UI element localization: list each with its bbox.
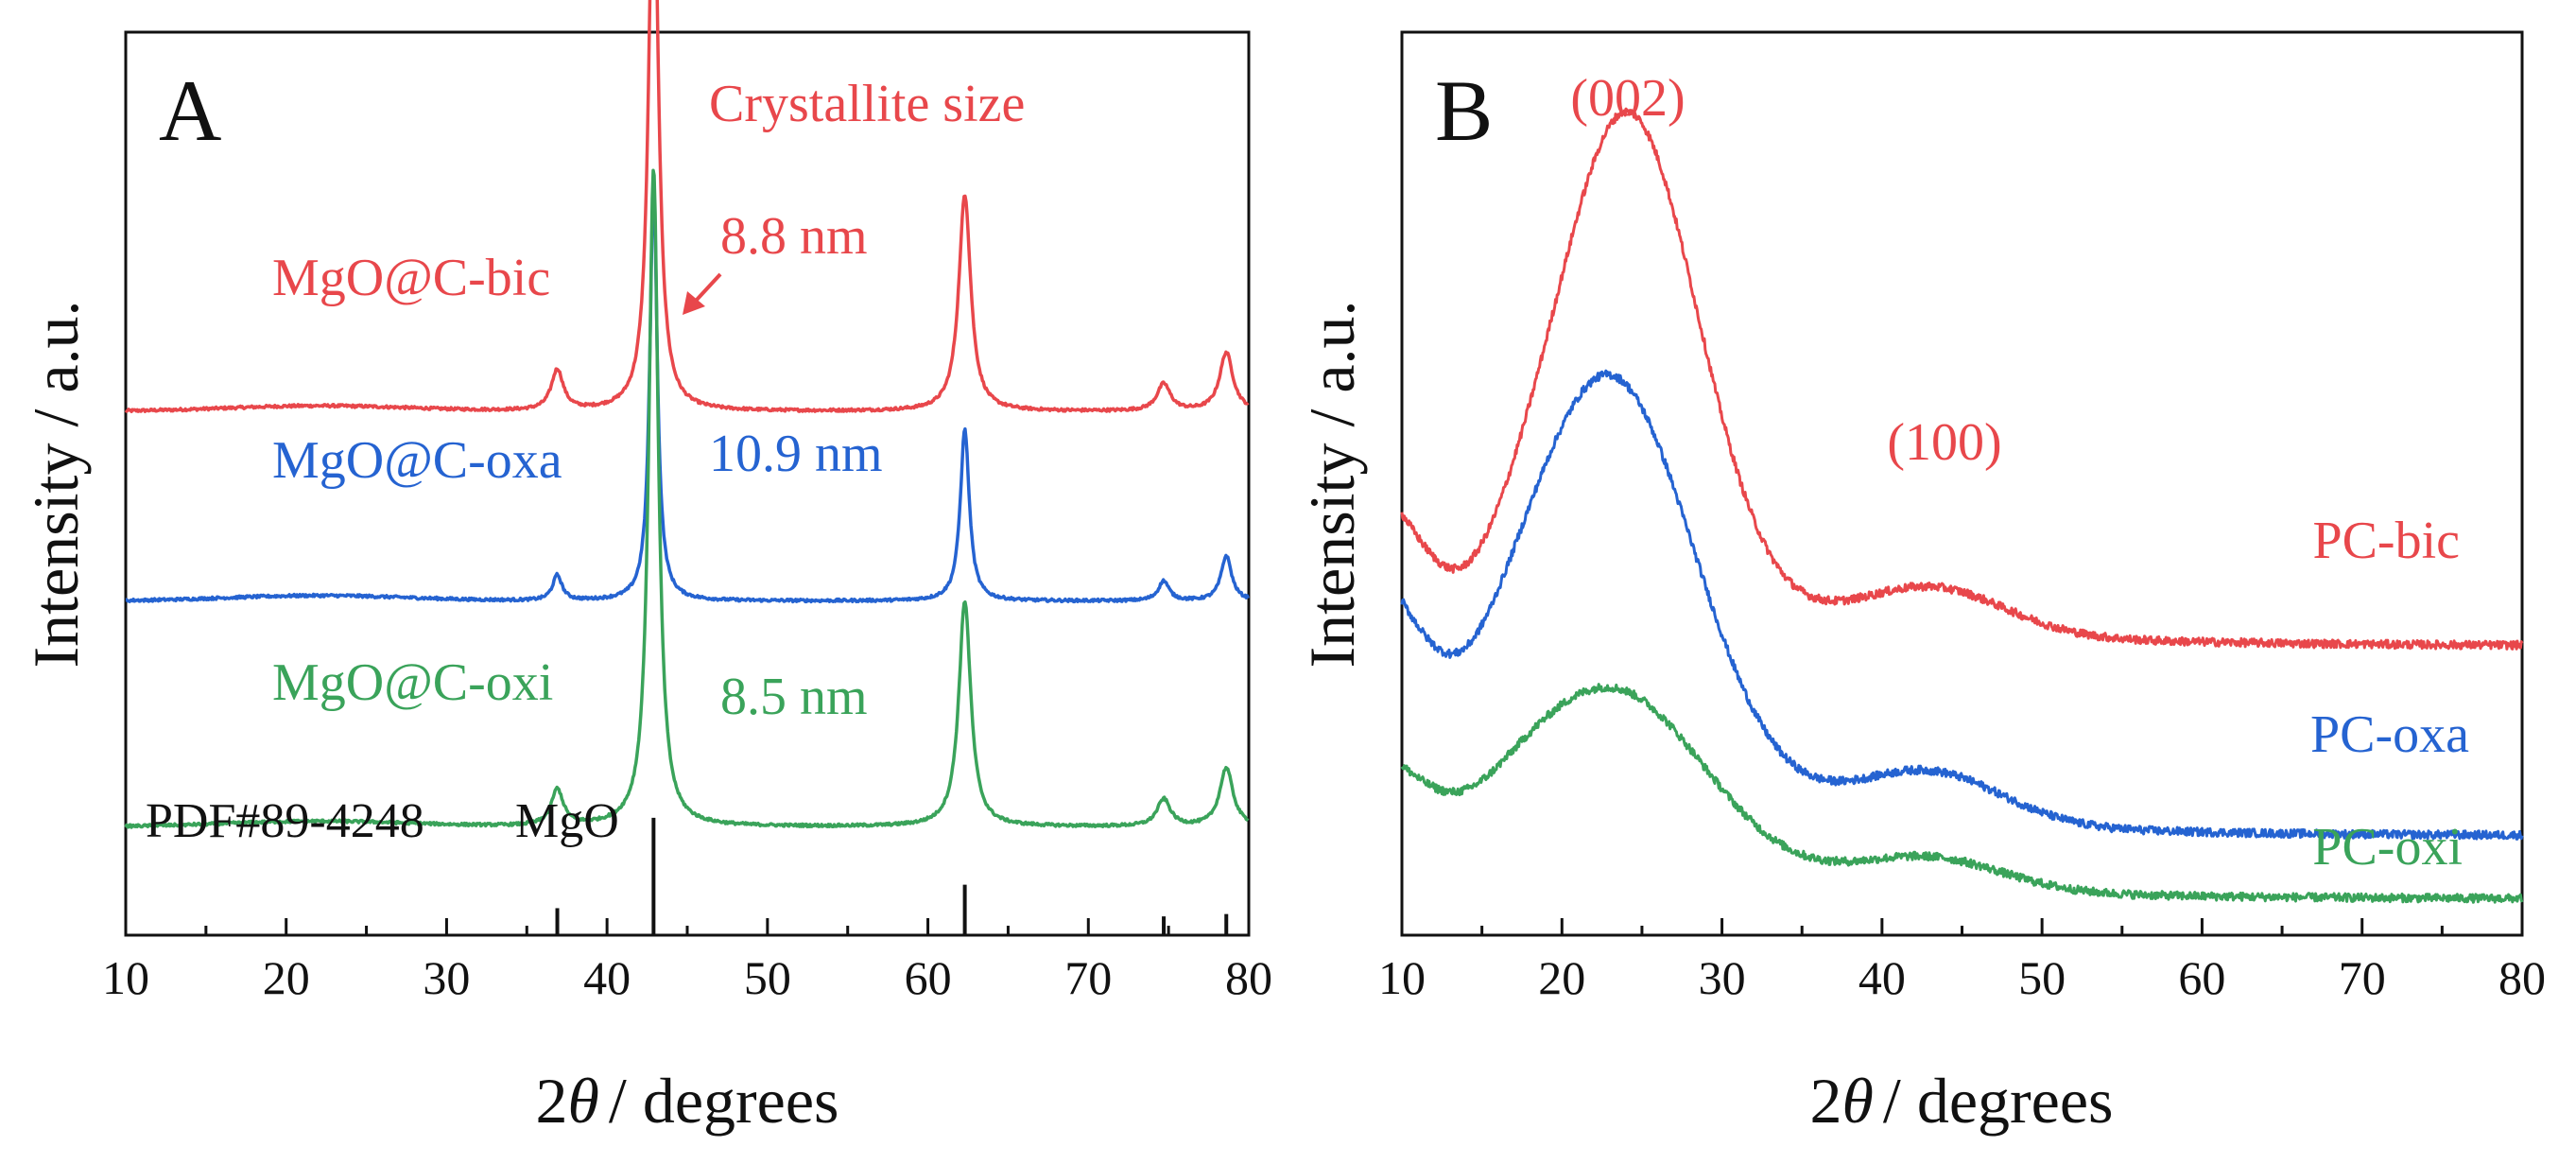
panel-a-xlabel: 2θ / degrees (536, 1065, 839, 1137)
series-line-mgo-c-oxi (124, 168, 1250, 829)
panel-a-xlabel-prefix: 2 (536, 1065, 568, 1137)
crystallite-size-bic: 8.8 nm (720, 207, 868, 266)
panel-b-x-ticks (1400, 918, 2524, 935)
panel-a-xlabel-unit: / degrees (609, 1065, 839, 1137)
panel-a: 10 20 30 40 50 60 70 80 A Crystallite size PDF#… (20, 0, 1272, 1137)
x-tick-label-b-10: 10 (1378, 951, 1426, 1004)
x-tick-label-b-60: 60 (2178, 951, 2225, 1004)
x-tick-label-a-50: 50 (744, 951, 791, 1004)
panel-b: 10 20 30 40 50 60 70 80 B (002) (100) PC-bic PC… (1296, 30, 2546, 1137)
series-line-pc-bic (1400, 107, 2524, 651)
x-tick-label-a-20: 20 (263, 951, 310, 1004)
series-label-mgo-c-bic: MgO@C-bic (272, 249, 550, 307)
x-tick-label-a-70: 70 (1064, 951, 1112, 1004)
series-line-pc-oxa (1400, 369, 2524, 841)
x-tick-label-b-30: 30 (1699, 951, 1746, 1004)
x-tick-label-a-30: 30 (423, 951, 470, 1004)
x-tick-label-b-20: 20 (1538, 951, 1585, 1004)
x-tick-label-a-80: 80 (1225, 951, 1272, 1004)
panel-a-reference-lines (555, 817, 1229, 935)
series-label-pc-oxi: PC-oxi (2312, 818, 2463, 877)
panel-a-header-annotation: Crystallite size (709, 75, 1025, 133)
x-tick-label-a-10: 10 (102, 951, 149, 1004)
panel-b-label: B (1435, 62, 1493, 159)
series-line-mgo-c-bic (124, 0, 1250, 413)
crystallite-size-arrow (683, 272, 722, 315)
panel-a-x-tick-labels: 10 20 30 40 50 60 70 80 (102, 951, 1272, 1004)
panel-a-series (124, 0, 1250, 829)
crystallite-size-oxi: 8.5 nm (720, 668, 868, 726)
reference-phase-label: MgO (515, 794, 619, 848)
x-tick-label-b-50: 50 (2018, 951, 2066, 1004)
panel-b-xlabel-prefix: 2 (1810, 1065, 1842, 1137)
panel-b-frame (1400, 30, 2524, 937)
peak-annotation-002: (002) (1570, 69, 1685, 128)
series-label-pc-bic: PC-bic (2312, 512, 2460, 570)
panel-b-y-axis-label: Intensity / a.u. (1296, 300, 1368, 668)
panel-a-xlabel-theta: θ (568, 1065, 599, 1137)
panel-a-y-axis-label: Intensity / a.u. (20, 300, 92, 668)
x-tick-label-b-70: 70 (2339, 951, 2386, 1004)
crystallite-size-oxa: 10.9 nm (709, 425, 883, 483)
panel-b-ylabel: Intensity / a.u. (1296, 300, 1368, 668)
panel-a-label: A (159, 62, 221, 159)
x-tick-label-a-60: 60 (905, 951, 952, 1004)
x-tick-label-b-80: 80 (2498, 951, 2546, 1004)
x-tick-label-b-40: 40 (1859, 951, 1906, 1004)
panel-b-xlabel-unit: / degrees (1883, 1065, 2114, 1137)
panel-b-xlabel: 2θ / degrees (1810, 1065, 2114, 1137)
series-label-pc-oxa: PC-oxa (2310, 705, 2469, 764)
panel-b-series (1400, 107, 2524, 904)
series-label-mgo-c-oxi: MgO@C-oxi (272, 653, 553, 712)
panel-a-ylabel: Intensity / a.u. (20, 300, 92, 668)
series-line-pc-oxi (1400, 683, 2524, 904)
panel-b-xlabel-theta: θ (1842, 1065, 1874, 1137)
panel-b-x-tick-labels: 10 20 30 40 50 60 70 80 (1378, 951, 2546, 1004)
x-tick-label-a-40: 40 (583, 951, 631, 1004)
peak-annotation-100: (100) (1887, 413, 2001, 472)
panel-a-x-ticks (124, 918, 1251, 935)
reference-card-label: PDF#89-4248 (146, 794, 424, 848)
series-line-mgo-c-oxa (125, 186, 1250, 604)
series-label-mgo-c-oxa: MgO@C-oxa (272, 431, 562, 490)
